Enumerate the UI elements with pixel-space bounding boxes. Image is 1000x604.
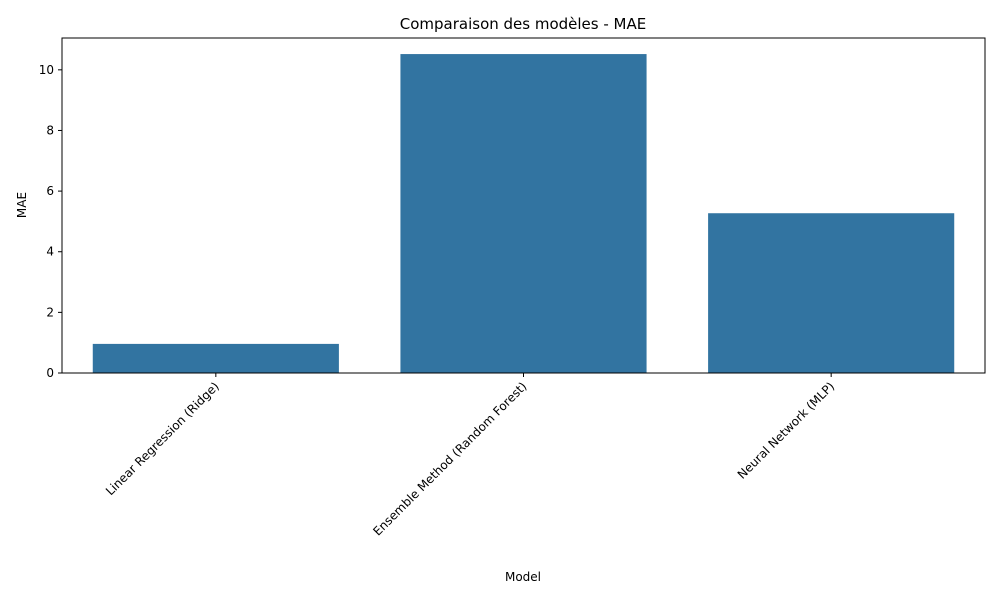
x-tick-label-1: Ensemble Method (Random Forest)	[370, 379, 529, 538]
y-tick-label-0: 0	[46, 366, 54, 380]
y-tick-label-5: 10	[39, 63, 54, 77]
x-tick-label-0: Linear Regression (Ridge)	[103, 379, 222, 498]
y-tick-label-3: 6	[46, 184, 54, 198]
bar-0	[92, 343, 339, 373]
plot-frame	[61, 37, 986, 374]
y-tick-label-4: 8	[46, 123, 54, 137]
x-axis-ticks: Linear Regression (Ridge) Ensemble Method…	[103, 373, 837, 538]
x-axis-label: Model	[505, 570, 541, 584]
chart-title: Comparaison des modèles - MAE	[400, 15, 646, 33]
y-tick-label-2: 4	[46, 245, 54, 259]
bar-1	[400, 54, 647, 374]
bar-2	[708, 213, 955, 373]
y-axis-label: MAE	[15, 192, 29, 218]
y-tick-label-1: 2	[46, 305, 54, 319]
y-axis-ticks: 0 2 4 6 8 10	[39, 63, 62, 380]
bars-group	[92, 54, 955, 374]
x-tick-label-2: Neural Network (MLP)	[735, 379, 838, 482]
